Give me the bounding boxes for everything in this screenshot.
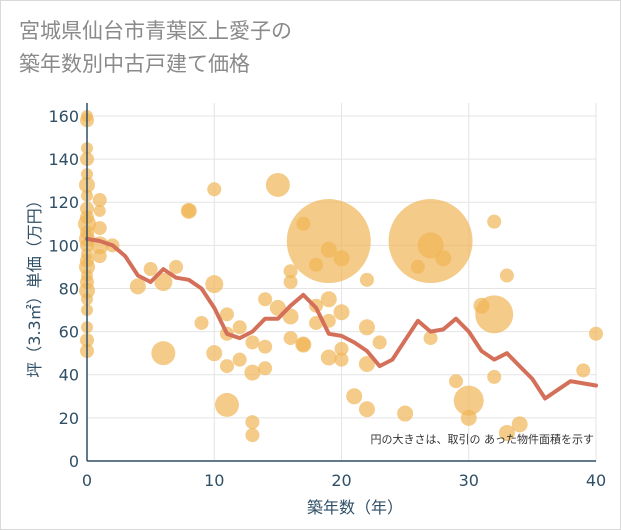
y-tick-label: 20 [59, 409, 79, 428]
y-tick-label: 60 [59, 323, 79, 342]
data-bubble [93, 204, 106, 217]
data-bubble [265, 172, 290, 197]
data-bubble [283, 275, 298, 289]
data-bubble [358, 355, 375, 372]
data-bubble [232, 352, 247, 367]
axes: 0 20 40 60 80 100 120 140 160 0 10 20 30 40 [48, 103, 606, 490]
data-bubble [214, 392, 239, 417]
data-bubble [358, 319, 375, 336]
x-tick-label: 30 [459, 471, 479, 490]
data-bubble [460, 409, 477, 426]
data-bubble [206, 345, 223, 362]
data-bubble [151, 341, 176, 366]
data-bubble [219, 359, 234, 374]
data-bubble [244, 364, 261, 381]
data-bubble [181, 203, 196, 218]
bubble-size-note: 円の大きさは、取引の あった物件面積を示す [371, 432, 595, 446]
data-bubble [499, 268, 514, 283]
data-bubble [511, 416, 528, 433]
data-bubble [334, 352, 349, 367]
data-bubble [358, 401, 375, 418]
data-bubble [219, 307, 234, 322]
y-tick-label: 100 [48, 236, 79, 255]
data-bubble [207, 182, 222, 197]
trend-line-layer [85, 236, 598, 401]
data-bubble [346, 388, 363, 405]
data-bubble [258, 361, 273, 376]
data-bubble [258, 339, 273, 354]
data-bubble [205, 275, 224, 294]
data-bubble [92, 221, 107, 236]
data-bubble [320, 291, 337, 308]
x-tick-label: 0 [82, 471, 92, 490]
data-bubble [453, 385, 484, 416]
data-bubble [334, 341, 349, 356]
data-bubble [283, 264, 298, 279]
data-bubble [320, 349, 337, 366]
data-bubble [92, 193, 107, 208]
data-bubble [498, 424, 515, 441]
data-bubble [333, 304, 350, 321]
chart-title: 宮城県仙台市青葉区上愛子の 築年数別中古戸建て価格 [19, 15, 579, 81]
data-bubble [232, 320, 247, 335]
data-bubble [194, 315, 209, 330]
y-axis-label: 坪（3.3㎡）単価（万円） [25, 192, 44, 377]
data-bubble [169, 259, 184, 274]
data-bubble [359, 272, 374, 287]
data-bubble [333, 250, 350, 267]
x-tick-label: 40 [586, 471, 606, 490]
x-tick-label: 20 [331, 471, 351, 490]
data-bubble [283, 331, 298, 346]
data-bubble [475, 295, 514, 334]
data-bubble [449, 374, 464, 389]
data-bubble [435, 250, 452, 267]
data-bubble [487, 369, 502, 384]
data-bubble [245, 335, 260, 350]
data-bubble [296, 337, 311, 352]
data-bubble [576, 363, 591, 378]
data-bubble [372, 335, 387, 350]
data-bubble [397, 405, 414, 422]
chart-title-line2: 築年数別中古戸建て価格 [19, 52, 250, 76]
y-tick-label: 120 [48, 193, 79, 212]
data-bubble [286, 199, 371, 284]
y-tick-label: 80 [59, 279, 79, 298]
data-bubble [423, 331, 438, 346]
y-tick-label: 140 [48, 150, 79, 169]
data-bubble [129, 278, 146, 295]
data-bubble [245, 428, 260, 443]
x-tick-label: 10 [204, 471, 224, 490]
data-bubble [92, 249, 107, 264]
chart-title-line1: 宮城県仙台市青葉区上愛子の [19, 19, 292, 43]
average-price-line [85, 236, 598, 401]
data-bubble [320, 241, 337, 258]
data-bubble [143, 262, 158, 277]
bubble-layer [78, 109, 603, 443]
data-bubble [487, 214, 502, 229]
y-tick-label: 0 [69, 452, 79, 471]
y-tick-label: 40 [59, 366, 79, 385]
data-bubble [417, 232, 444, 259]
data-bubble [258, 292, 273, 307]
x-axis-label: 築年数（年） [307, 498, 403, 517]
data-bubble [154, 273, 173, 291]
data-bubble [589, 326, 603, 341]
y-tick-label: 160 [48, 107, 79, 126]
data-bubble [245, 415, 260, 430]
